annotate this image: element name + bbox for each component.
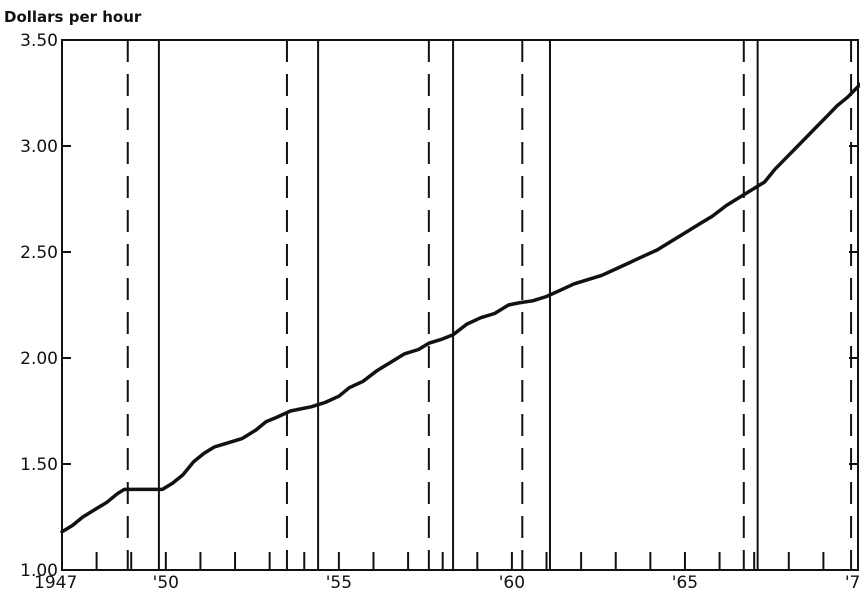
labels-group: Dollars per hour 1.00 1.50 2.00 2.50 3.00 3.5… [4,8,860,593]
y-axis-label: Dollars per hour [4,8,142,26]
axes-group [61,39,859,571]
series-group [60,82,860,534]
x-tick-label: '55 [326,573,352,593]
y-tick-label: 3.50 [20,31,58,51]
x-tick-label: 1947 [34,573,77,593]
x-tick-label: '70 [845,573,860,593]
y-tick-label: 2.50 [20,243,58,263]
series-line [60,82,860,534]
y-tick-label: 1.00 [20,561,58,581]
x-tick-label: '65 [672,573,698,593]
y-tick-label: 1.50 [20,455,58,475]
x-tick-label: '60 [499,573,525,593]
x-tick-label: '50 [153,573,179,593]
plot-frame [61,39,859,571]
y-tick-label: 3.00 [20,137,58,157]
y-tick-label: 2.00 [20,349,58,369]
reference-lines-group [126,40,853,570]
